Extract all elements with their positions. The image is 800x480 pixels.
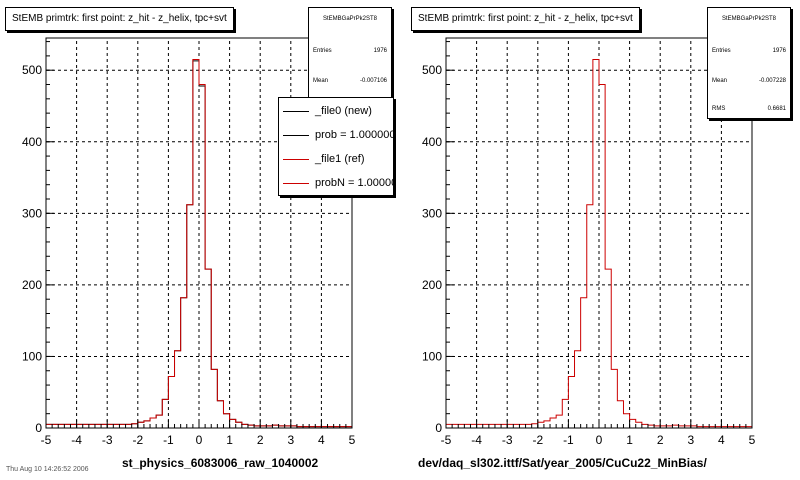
left-x-axis-label: st_physics_6083006_raw_1040002 (122, 456, 319, 470)
x-tick-label: -3 (102, 433, 113, 447)
left-stats-mean-label: Mean (313, 78, 329, 84)
legend-swatch-red (283, 158, 309, 160)
y-tick-label: 200 (422, 278, 442, 292)
x-tick-label: -4 (471, 433, 482, 447)
x-tick-label: 5 (349, 433, 356, 447)
y-tick-label: 200 (22, 278, 42, 292)
y-tick-label: 400 (422, 135, 442, 149)
y-tick-label: 500 (22, 63, 42, 77)
x-tick-label: 4 (318, 433, 325, 447)
right-stats-entries-value: 1976 (772, 48, 786, 54)
legend-item-prob: prob = 1.000000 (283, 123, 394, 147)
histogram-series-0 (446, 58, 752, 428)
y-tick-label: 100 (22, 349, 42, 363)
left-stats-entries-value: 1976 (373, 48, 387, 54)
x-tick-label: 0 (596, 433, 603, 447)
x-tick-label: 3 (287, 433, 294, 447)
right-stats-name: StEMBGaPrPk2ST8 (721, 16, 777, 22)
right-stats-entries-label: Entries (712, 48, 731, 54)
right-stats-rms-label: RMS (712, 106, 726, 112)
y-tick-label: 400 (22, 135, 42, 149)
legend-item-probn: probN = 1.000000 (283, 171, 393, 195)
left-stats-box: StEMBGaPrPk2ST8 Entries 1976 Mean -0.007… (308, 7, 392, 102)
x-tick-label: 2 (657, 433, 664, 447)
x-tick-label: 2 (257, 433, 264, 447)
legend-item-file1: _file1 (ref) (283, 147, 365, 171)
legend-item-file0: _file0 (new) (283, 99, 372, 123)
right-stats-rms-value: 0.6681 (767, 106, 786, 112)
right-stats-entries-row: Entries 1976 (712, 48, 786, 54)
x-tick-label: 1 (226, 433, 233, 447)
x-tick-label: 4 (718, 433, 725, 447)
legend-label-prob: prob = 1.000000 (315, 129, 394, 141)
legend-label-probn: probN = 1.000000 (315, 177, 393, 189)
left-stats-mean-row: Mean -0.007106 (313, 78, 387, 84)
right-stats-mean-label: Mean (712, 78, 728, 84)
x-tick-label: -5 (41, 433, 52, 447)
left-stats-entries-row: Entries 1976 (313, 48, 387, 54)
right-stats-rms-row: RMS 0.6681 (712, 106, 786, 112)
y-tick-label: 0 (35, 421, 42, 435)
right-histogram-panel: -5 -4 -3 -2 -1 0 1 2 3 4 5 0 100 200 300 400 500 StEMB p… (400, 0, 800, 480)
right-stats-box: StEMBGaPrPk2ST8 Entries 1976 Mean -0.007… (707, 7, 791, 119)
right-histogram-plot: -5 -4 -3 -2 -1 0 1 2 3 4 5 0 100 200 300 400 500 (422, 37, 756, 447)
legend-label-file1: _file1 (ref) (315, 153, 365, 165)
left-stats-entries-label: Entries (313, 48, 332, 54)
x-tick-label: -1 (163, 433, 174, 447)
right-stats-mean-row: Mean -0.007228 (712, 78, 786, 84)
legend-swatch-black (283, 110, 309, 112)
left-stats-mean-value: -0.007106 (359, 78, 387, 84)
x-tick-label: -5 (441, 433, 452, 447)
legend-swatch-black (283, 134, 309, 136)
x-tick-label: -3 (502, 433, 513, 447)
left-legend: _file0 (new) prob = 1.000000 _file1 (ref… (278, 97, 394, 196)
left-stats-name: StEMBGaPrPk2ST8 (322, 16, 378, 22)
x-tick-label: 3 (687, 433, 694, 447)
y-tick-label: 500 (422, 63, 442, 77)
x-tick-label: -1 (563, 433, 574, 447)
x-tick-label: -4 (71, 433, 82, 447)
right-chart-title: StEMB primtrk: first point: z_hit - z_he… (411, 7, 640, 31)
y-tick-label: 300 (22, 206, 42, 220)
histogram-series-1 (46, 58, 352, 428)
right-stats-mean-value: -0.007228 (758, 78, 786, 84)
y-tick-label: 300 (422, 206, 442, 220)
left-histogram-panel: -5 -4 -3 -2 -1 0 1 2 3 4 5 0 100 200 300 400 500 StEMB p… (5, 7, 394, 470)
x-tick-label: 0 (196, 433, 203, 447)
y-tick-label: 100 (422, 349, 442, 363)
y-tick-label: 0 (435, 421, 442, 435)
footer-timestamp: Thu Aug 10 14:26:52 2006 (6, 466, 89, 473)
left-chart-title: StEMB primtrk: first point: z_hit - z_he… (5, 7, 234, 31)
right-x-axis-label: dev/daq_sl302.ittf/Sat/year_2005/CuCu22_… (418, 456, 707, 470)
x-tick-label: 5 (749, 433, 756, 447)
x-tick-label: 1 (626, 433, 633, 447)
legend-swatch-red (283, 182, 309, 184)
legend-label-file0: _file0 (new) (315, 105, 372, 117)
x-tick-label: -2 (532, 433, 543, 447)
x-tick-label: -2 (132, 433, 143, 447)
